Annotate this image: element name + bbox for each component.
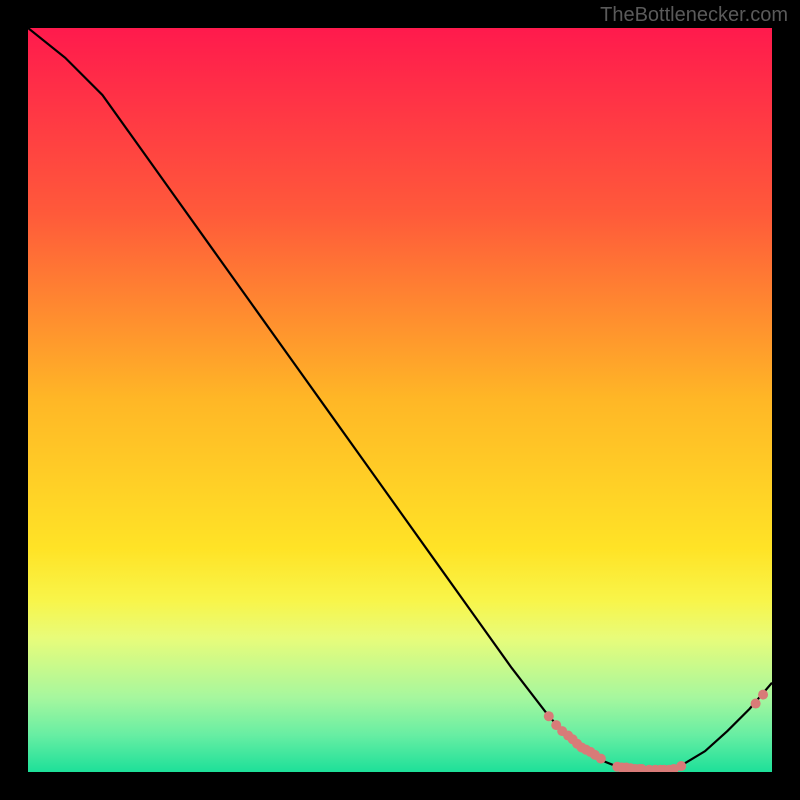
data-point-marker: [758, 690, 768, 700]
data-point-marker: [751, 699, 761, 709]
chart-svg-overlay: [28, 28, 772, 772]
attribution-text: TheBottlenecker.com: [600, 4, 788, 27]
bottleneck-curve: [28, 28, 772, 771]
data-point-marker: [544, 711, 554, 721]
data-markers: [544, 690, 768, 772]
data-point-marker: [596, 754, 606, 764]
chart-plot-area: [28, 28, 772, 772]
data-point-marker: [676, 761, 686, 771]
